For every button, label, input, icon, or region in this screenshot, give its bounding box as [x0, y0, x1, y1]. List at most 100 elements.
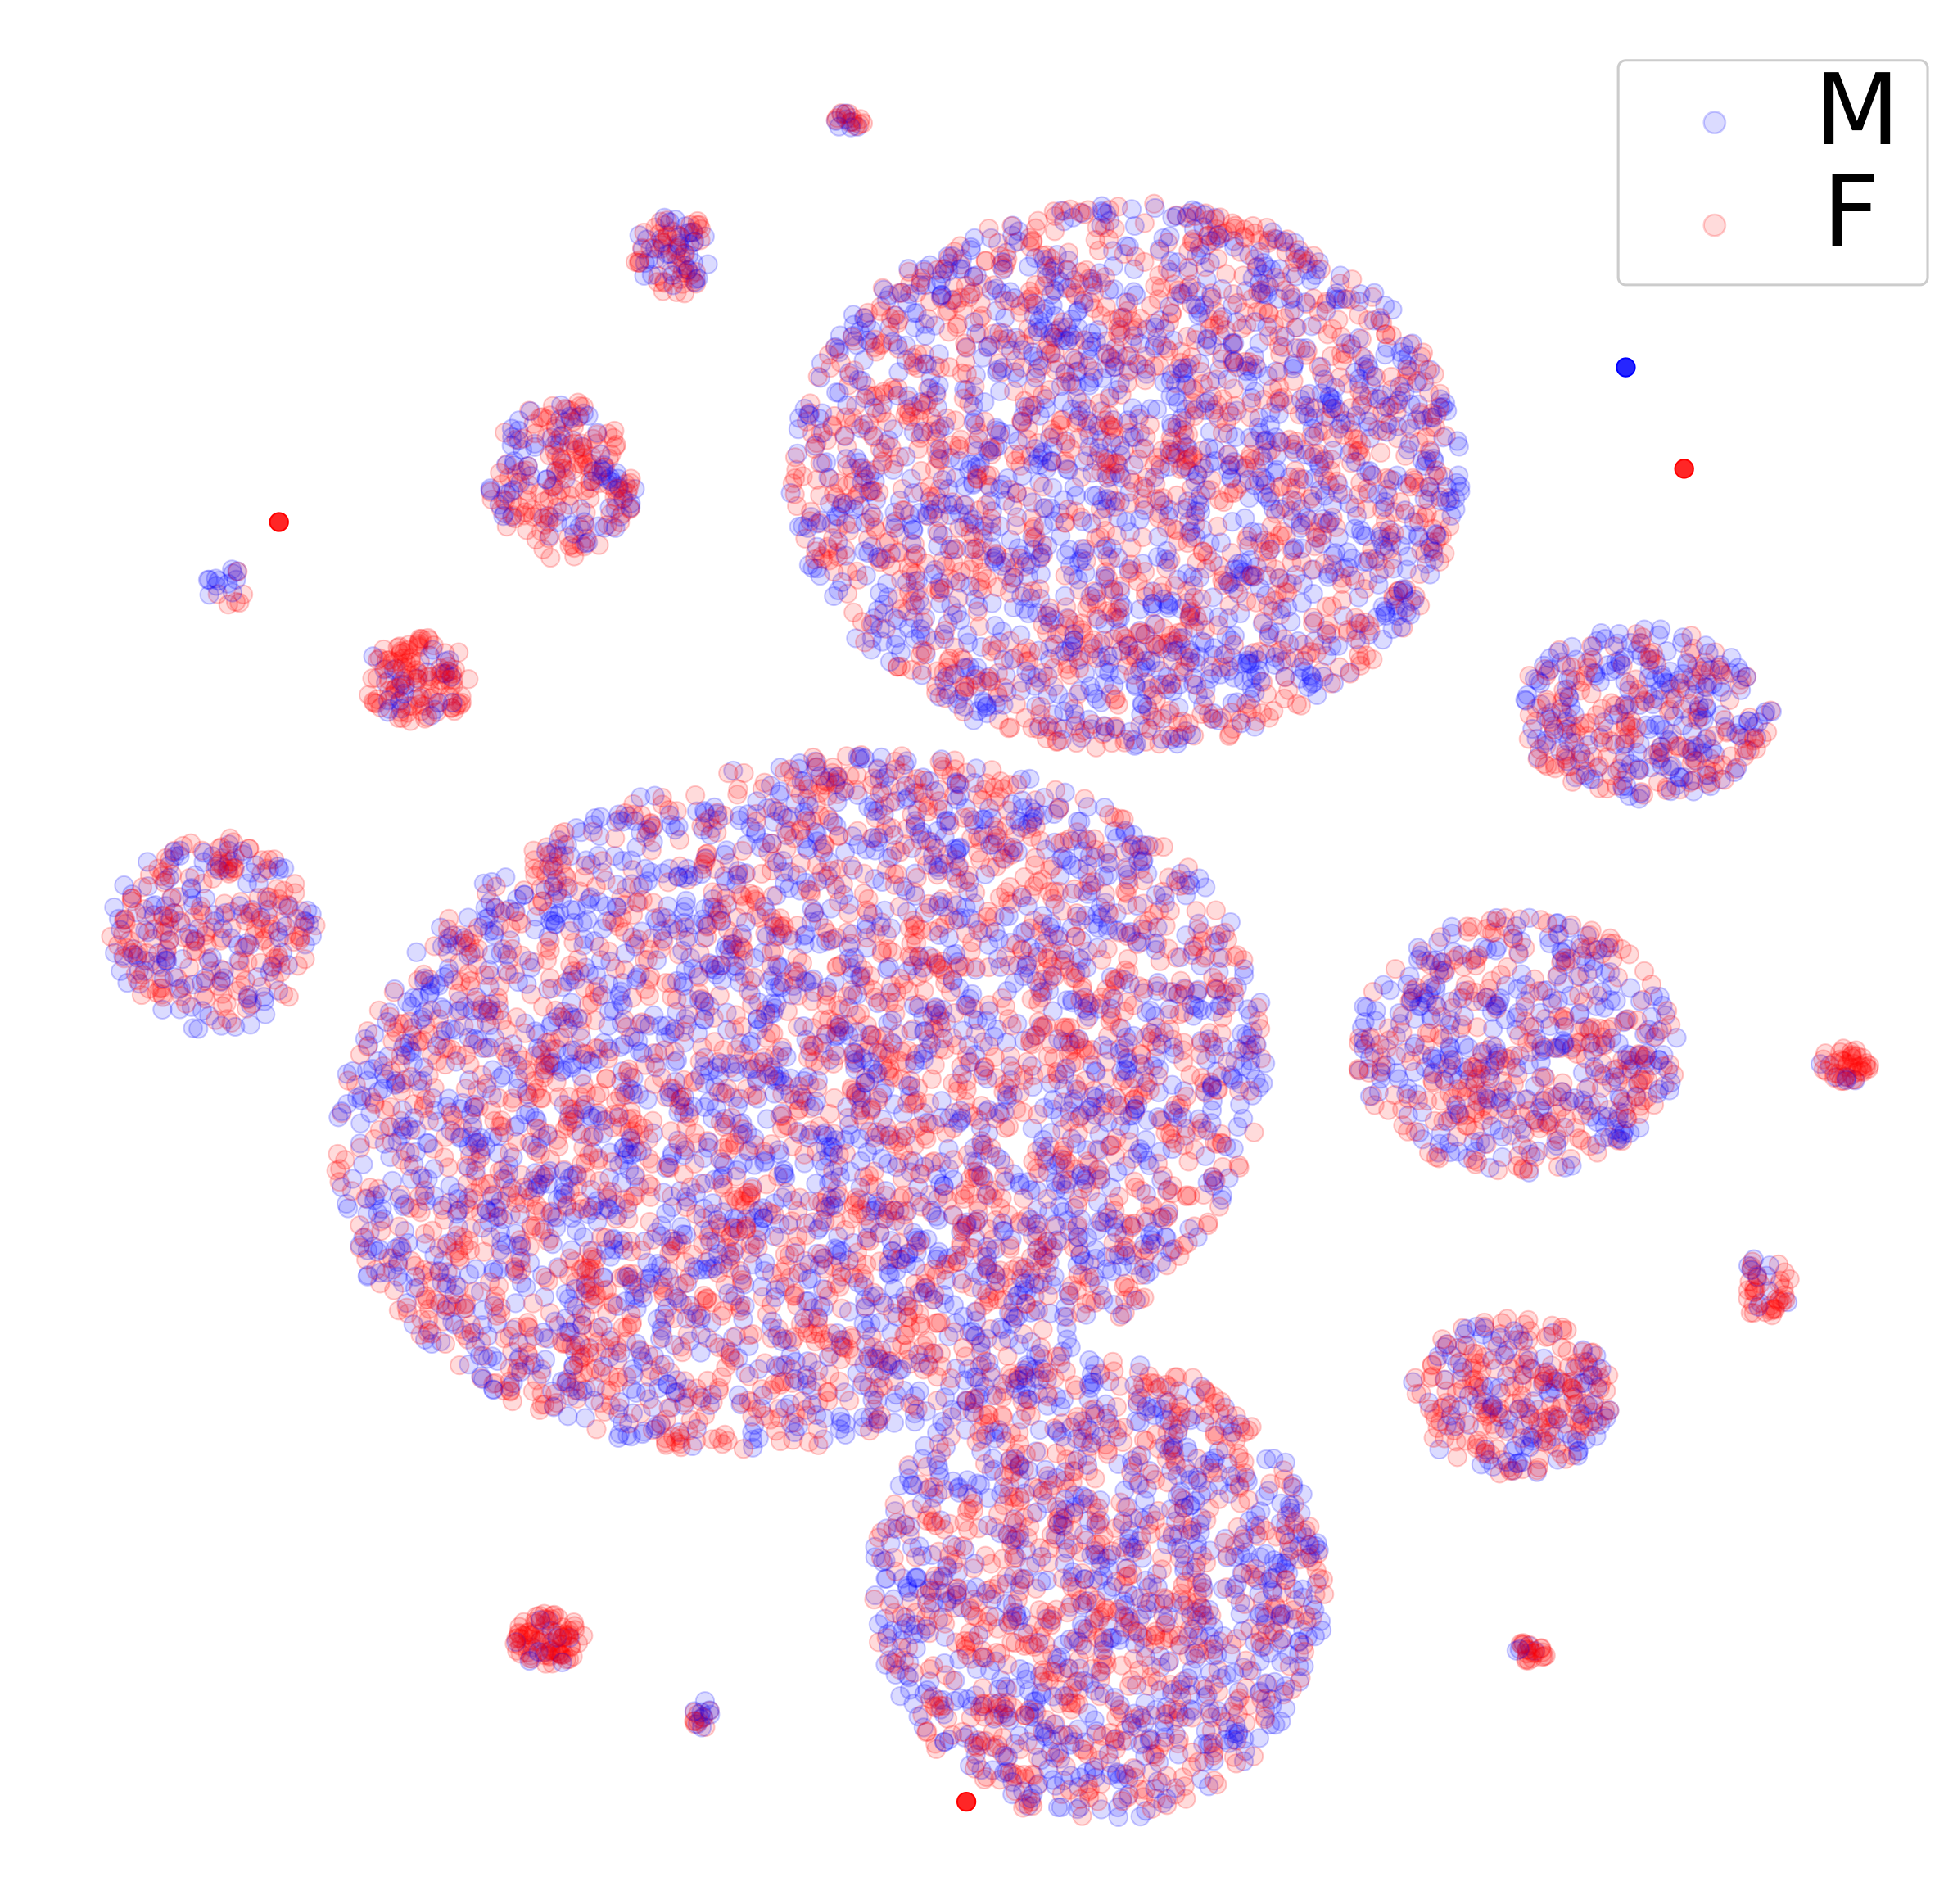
point-m	[1179, 522, 1200, 543]
point-m	[1302, 418, 1322, 439]
point-m	[1123, 455, 1144, 476]
point-m	[1160, 386, 1181, 406]
point-m	[1377, 479, 1398, 500]
point-m	[1064, 624, 1084, 644]
point-f	[1236, 591, 1257, 612]
point-f	[1368, 419, 1388, 441]
point-f	[1139, 414, 1160, 435]
point-m	[762, 1311, 783, 1332]
point-m	[977, 337, 997, 358]
point-m	[925, 559, 946, 581]
point-f	[1144, 356, 1164, 377]
point-m	[1283, 287, 1304, 308]
point-m	[1172, 432, 1192, 453]
point-m	[954, 379, 974, 400]
point-f	[912, 640, 933, 661]
point-f	[1005, 350, 1026, 371]
point-f	[1134, 251, 1155, 273]
point-m	[1119, 559, 1139, 579]
point-m	[1245, 311, 1265, 332]
point-m	[1172, 358, 1192, 378]
point-m	[1242, 361, 1263, 382]
point-f	[1157, 259, 1178, 279]
point-m	[957, 625, 978, 645]
point-m	[1047, 245, 1067, 265]
point-m	[1358, 411, 1378, 432]
point-m	[1377, 337, 1398, 358]
point-m	[1028, 350, 1049, 371]
point-f	[1108, 317, 1128, 337]
point-m	[990, 516, 1010, 536]
point-f	[1264, 700, 1284, 721]
point-f	[1173, 646, 1194, 667]
point-m	[930, 286, 951, 307]
point-m	[1437, 400, 1458, 421]
point-f	[1399, 476, 1421, 497]
point-f	[1036, 264, 1056, 284]
point-m	[1124, 215, 1145, 237]
point-f	[1296, 293, 1317, 314]
point-m	[1330, 265, 1351, 286]
point-m	[1186, 527, 1206, 548]
point-m	[954, 696, 974, 717]
point-m	[1104, 279, 1124, 300]
point-m	[1253, 483, 1273, 504]
point-m	[958, 504, 979, 525]
point-m	[1383, 559, 1404, 579]
point-f	[1183, 575, 1204, 596]
point-m	[1194, 632, 1215, 654]
point-f	[1170, 459, 1191, 480]
point-f	[1078, 445, 1098, 466]
point-m	[1222, 512, 1243, 532]
point-f	[1192, 541, 1213, 562]
point-f	[1405, 586, 1426, 606]
point-m	[1277, 597, 1298, 617]
point-m	[1395, 382, 1415, 403]
point-f	[875, 549, 896, 570]
point-f	[1310, 513, 1331, 533]
point-f	[988, 233, 1008, 253]
point-m	[1408, 525, 1428, 545]
point-m	[1040, 498, 1061, 518]
point-f	[1177, 208, 1197, 228]
point-f	[837, 455, 857, 476]
point-m	[1097, 645, 1118, 666]
point-f	[983, 275, 1005, 296]
point-f	[1318, 615, 1339, 635]
point-f	[857, 460, 877, 482]
point-m	[973, 691, 993, 712]
point-m	[964, 539, 984, 560]
point-m	[997, 681, 1017, 703]
point-m	[1047, 353, 1067, 373]
point-m	[1264, 647, 1286, 667]
point-f	[969, 500, 989, 521]
point-m	[1030, 563, 1051, 584]
point-m	[1158, 595, 1179, 616]
point-m	[1382, 618, 1403, 640]
point-m	[1322, 545, 1344, 566]
point-f	[1161, 441, 1182, 463]
point-m	[877, 573, 897, 594]
point-m	[883, 332, 903, 352]
point-f	[1252, 703, 1273, 724]
point-m	[1302, 447, 1323, 468]
point-m	[872, 394, 893, 415]
point-m	[979, 667, 1000, 687]
point-f	[870, 301, 891, 322]
point-m	[1006, 328, 1026, 348]
point-m	[1175, 373, 1196, 395]
point-f	[1061, 278, 1082, 298]
point-f	[1141, 720, 1161, 741]
point-m	[1124, 735, 1145, 756]
point-f	[988, 687, 1009, 708]
point-m	[1196, 480, 1217, 500]
point-m	[1375, 295, 1395, 316]
point-f	[882, 377, 902, 398]
point-f	[839, 1391, 860, 1411]
point-m	[913, 421, 934, 442]
point-f	[979, 218, 999, 239]
point-m	[1322, 635, 1342, 657]
point-m	[938, 253, 959, 274]
point-f	[1287, 249, 1308, 269]
point-m	[1336, 333, 1356, 354]
